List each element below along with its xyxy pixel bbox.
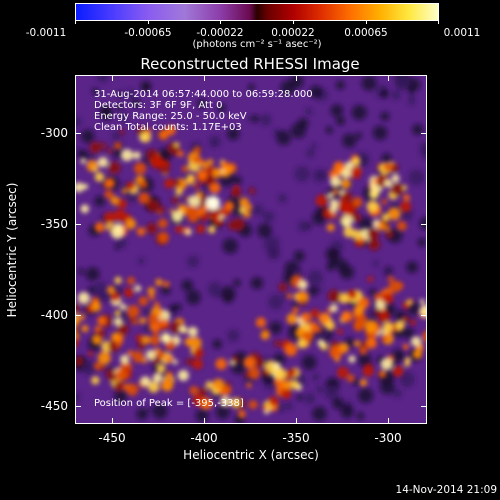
x-tick — [296, 75, 297, 81]
colorbar-tick — [220, 20, 221, 24]
colorbar-tick — [148, 20, 149, 24]
x-tick-label: -300 — [374, 431, 402, 445]
y-tick — [421, 406, 427, 407]
y-tick — [421, 133, 427, 134]
x-tick-label: -450 — [98, 431, 126, 445]
y-tick-label: -400 — [40, 308, 68, 322]
timestamp: 14-Nov-2014 21:09 — [395, 484, 497, 496]
colorbar — [75, 3, 439, 21]
y-tick — [75, 406, 81, 407]
x-tick — [296, 418, 297, 424]
y-tick — [75, 133, 81, 134]
x-tick — [112, 418, 113, 424]
rhessi-image: 31-Aug-2014 06:57:44.000 to 06:59:28.000… — [75, 75, 427, 424]
x-tick — [112, 75, 113, 81]
colorbar-units: (photons cm⁻² s⁻¹ asec⁻²) — [192, 39, 322, 50]
colorbar-tick — [293, 20, 294, 24]
x-tick — [388, 75, 389, 81]
colorbar-tick — [75, 20, 76, 24]
colorbar-tick — [438, 20, 439, 24]
colorbar-tick-label: -0.0011 — [25, 27, 67, 39]
colorbar-tick-label: 0.00022 — [271, 27, 315, 39]
time-range-text: 31-Aug-2014 06:57:44.000 to 06:59:28.000 — [94, 89, 313, 100]
y-axis-label: Heliocentric Y (arcsec) — [5, 182, 19, 318]
colorbar-tick-label: -0.00022 — [196, 27, 244, 39]
x-tick-label: -350 — [282, 431, 310, 445]
colorbar-tick — [366, 20, 367, 24]
x-tick — [388, 418, 389, 424]
y-tick — [75, 315, 81, 316]
x-tick-label: -400 — [190, 431, 218, 445]
energy-range-text: Energy Range: 25.0 - 50.0 keV — [94, 111, 247, 122]
y-tick — [75, 224, 81, 225]
colorbar-tick-label: -0.00065 — [124, 27, 172, 39]
colorbar-tick-label: 0.0011 — [443, 27, 481, 39]
image-canvas — [76, 76, 426, 423]
x-tick — [204, 418, 205, 424]
x-axis-label: Heliocentric X (arcsec) — [183, 448, 319, 462]
image-title: Reconstructed RHESSI Image — [140, 55, 360, 73]
peak-position-text: Position of Peak = [-395,-338] — [94, 398, 244, 409]
y-tick-label: -300 — [40, 126, 68, 140]
clean-counts-text: Clean Total counts: 1.17E+03 — [94, 122, 242, 133]
detectors-text: Detectors: 3F 6F 9F, Att 0 — [94, 100, 223, 111]
colorbar-tick-label: 0.00065 — [344, 27, 388, 39]
x-tick — [204, 75, 205, 81]
y-tick — [421, 315, 427, 316]
y-tick — [421, 224, 427, 225]
y-tick-label: -450 — [40, 399, 68, 413]
y-tick-label: -350 — [40, 217, 68, 231]
